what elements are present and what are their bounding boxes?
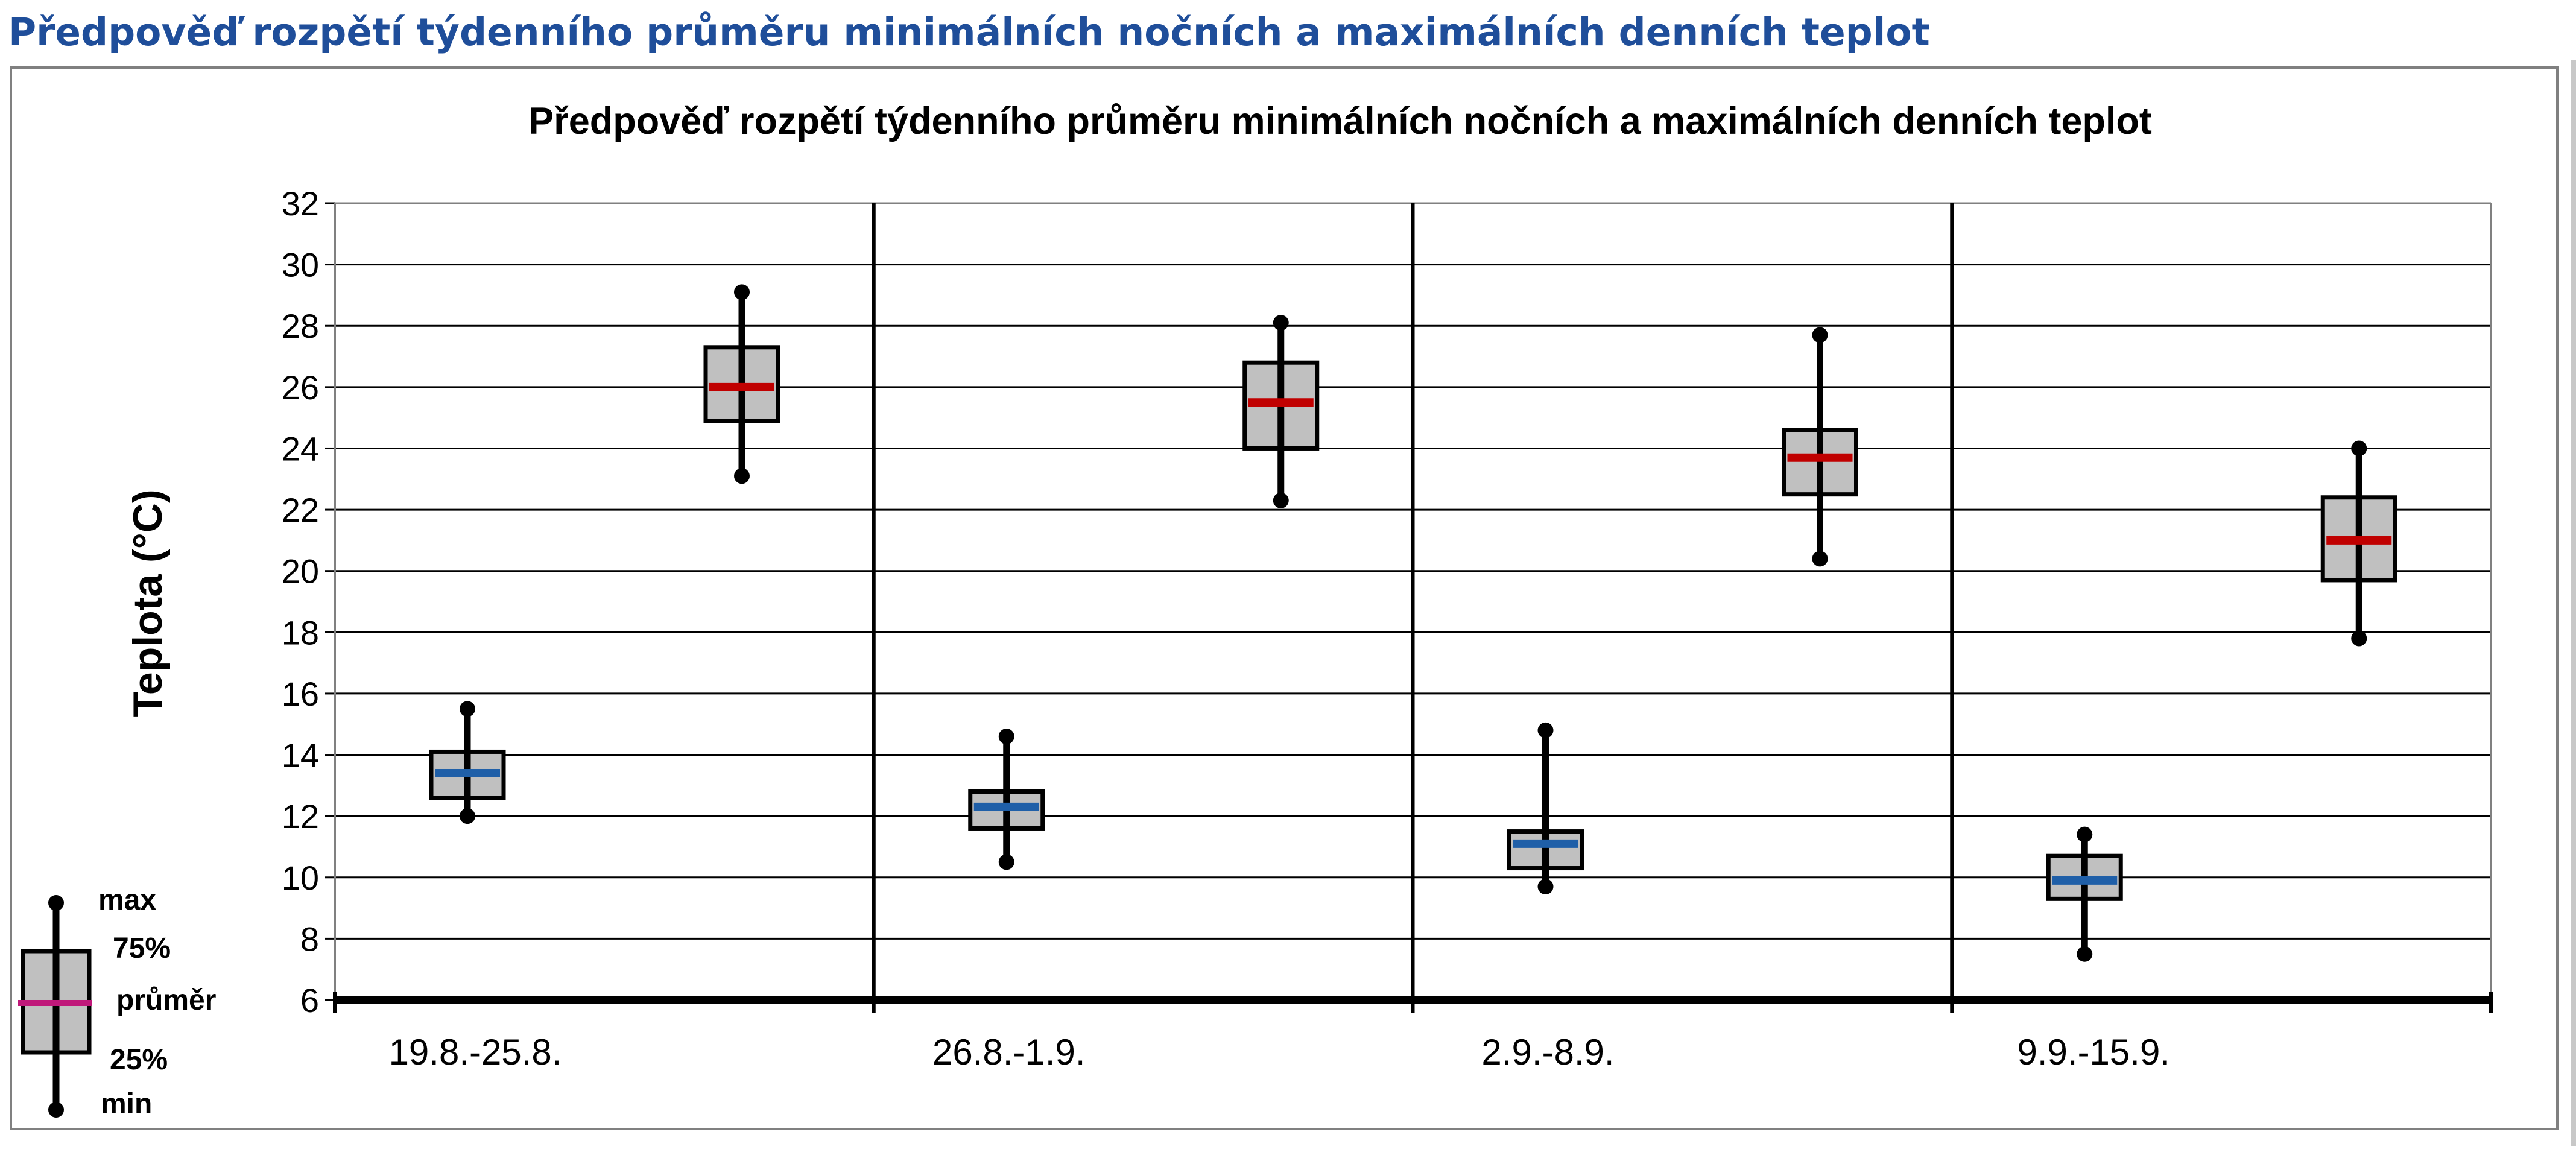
boxplot-item xyxy=(2046,826,2123,962)
min-marker xyxy=(734,468,750,484)
y-tick-label: 8 xyxy=(300,920,319,958)
max-marker xyxy=(2077,826,2093,843)
max-marker xyxy=(998,729,1014,745)
min-marker xyxy=(1537,879,1554,895)
min-marker xyxy=(2077,946,2093,962)
max-marker xyxy=(460,701,475,717)
legend-label-mean: průměr xyxy=(116,984,216,1016)
category-label: 26.8.-1.9. xyxy=(932,1032,1086,1072)
max-marker xyxy=(734,284,750,300)
min-marker xyxy=(1273,492,1289,508)
y-tick-label: 32 xyxy=(282,185,319,223)
max-marker xyxy=(2351,440,2367,457)
legend-label-min: min xyxy=(101,1088,152,1120)
min-marker xyxy=(998,854,1014,870)
chart-frame xyxy=(10,66,2559,1130)
y-tick-label: 10 xyxy=(282,859,319,897)
boxplot-item xyxy=(429,701,506,824)
boxplot-item xyxy=(1242,315,1320,508)
category-label: 2.9.-8.9. xyxy=(1481,1032,1614,1072)
category-label: 9.9.-15.9. xyxy=(2017,1032,2170,1072)
min-marker xyxy=(1812,551,1828,567)
y-tick-label: 18 xyxy=(282,613,319,651)
legend-label-q3: 75% xyxy=(113,932,171,964)
legend: max 75% průměr 25% min xyxy=(18,884,216,1120)
category-labels: 19.8.-25.8. 26.8.-1.9. 2.9.-8.9. 9.9.-15.9. xyxy=(389,1032,2170,1072)
y-tick-label: 6 xyxy=(300,981,319,1019)
page-heading: Předpověď rozpětí týdenního průměru mini… xyxy=(8,10,1930,54)
boxplot-item xyxy=(968,729,1045,870)
boxplot-item xyxy=(1507,722,1584,895)
y-tick-label: 12 xyxy=(282,797,319,835)
y-tick-label: 16 xyxy=(282,675,319,713)
y-tick-label: 26 xyxy=(282,369,319,407)
page-scrollbar-edge xyxy=(2571,60,2576,1146)
max-marker xyxy=(1537,722,1554,738)
boxplot-item xyxy=(1782,327,1858,567)
min-marker xyxy=(2351,630,2367,647)
y-tick-label: 28 xyxy=(282,307,319,345)
y-tick-label: 22 xyxy=(282,491,319,529)
chart-title: Předpověď rozpětí týdenního průměru mini… xyxy=(528,100,2152,142)
y-tick-label: 20 xyxy=(282,552,319,590)
legend-label-q1: 25% xyxy=(110,1044,168,1076)
boxplot-item xyxy=(2320,440,2397,647)
category-label: 19.8.-25.8. xyxy=(389,1032,562,1072)
legend-label-max: max xyxy=(98,884,156,916)
legend-max-marker xyxy=(48,895,64,911)
y-axis-label: Teplota (°C) xyxy=(125,489,171,717)
boxplot-item xyxy=(703,284,780,484)
max-marker xyxy=(1812,327,1828,343)
y-tick-label: 14 xyxy=(282,736,319,774)
y-tick-label: 24 xyxy=(282,429,319,467)
legend-min-marker xyxy=(48,1102,64,1118)
y-tick-label: 30 xyxy=(282,246,319,284)
y-tick-labels: 6 8 10 12 14 16 18 20 22 24 26 28 30 32 xyxy=(282,185,319,1019)
max-marker xyxy=(1273,315,1289,331)
box-layer xyxy=(429,284,2397,962)
min-marker xyxy=(460,808,475,824)
grid-layer xyxy=(325,202,2493,1013)
